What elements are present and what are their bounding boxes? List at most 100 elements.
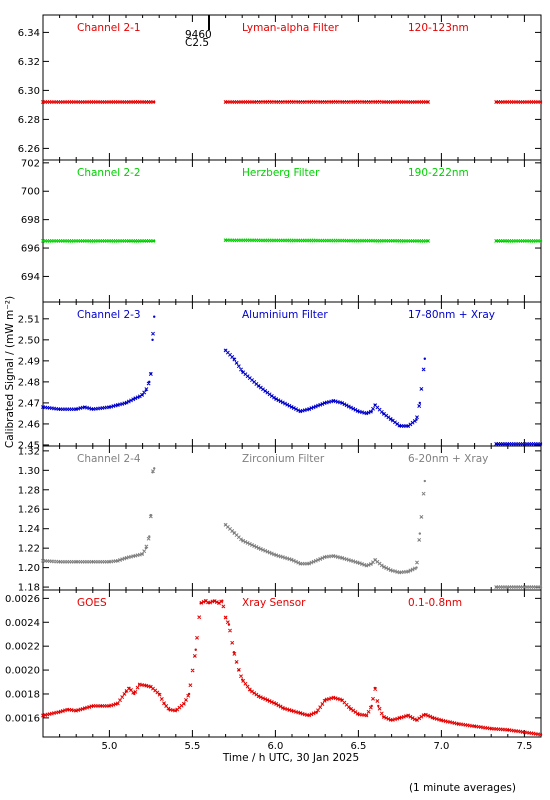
panel-5-data-point <box>128 686 131 690</box>
panel-4-data-point <box>124 556 128 560</box>
panel-3-data-point <box>151 338 154 342</box>
panel-1-series-segment-3 <box>494 100 543 104</box>
panel-4-data-point <box>224 523 227 527</box>
panel-3-data-point <box>423 357 426 360</box>
panel-3-data-point <box>324 401 327 405</box>
panel-4-data-point <box>149 513 153 517</box>
panel-1-label-3: 120-123nm <box>408 22 469 34</box>
panel-3-data-point <box>83 405 86 409</box>
panel-2-ytick-label: 700 <box>21 187 40 198</box>
panel-4-label-1: Channel 2-4 <box>77 453 141 465</box>
flare-label-id: 9460 <box>185 29 212 41</box>
x-tick-label: 7.5 <box>516 741 532 752</box>
panel-5-ytick-label: 0.0018 <box>5 689 40 700</box>
panel-3-label-3: 17-80nm + Xray <box>408 309 495 321</box>
panel-5-data-point <box>456 722 460 726</box>
panel-3-data-point <box>232 357 236 360</box>
panel-5-data-point <box>99 704 103 708</box>
panel-5-data-point <box>440 719 443 722</box>
panel-5-data-point <box>58 710 61 714</box>
panel-2-data-point <box>539 239 543 243</box>
panel-3-data-point <box>373 403 377 407</box>
panel-5-data-point <box>382 715 385 718</box>
panel-3-data-point <box>138 395 141 398</box>
panel-5-label-2: Xray Sensor <box>242 597 306 609</box>
panel-3-data-point <box>141 393 144 396</box>
panel-5-data-point <box>370 704 373 708</box>
panel-3-label-1: Channel 2-3 <box>77 309 141 321</box>
panel-4-data-point <box>398 571 402 574</box>
panel-3-data-point <box>299 410 302 413</box>
panel-4-series-segment-3 <box>494 585 543 590</box>
panel-3-series-segment-3 <box>494 441 543 446</box>
panel-5-data-point <box>473 725 476 728</box>
panel-4-data-point <box>494 585 498 589</box>
panel-3-data-point <box>390 418 393 421</box>
panel-2-ytick-label: 694 <box>21 272 40 283</box>
panel-5-data-point <box>398 716 402 720</box>
panel-1-ytick-label: 6.30 <box>18 86 40 97</box>
panel-3-data-point <box>75 408 78 411</box>
panel-3-data-point <box>149 372 153 375</box>
overlay-group: Calibrated Signal / (mW m⁻²) Time / h UT… <box>4 15 516 794</box>
panel-5-data-point <box>124 690 128 693</box>
panel-3-data-point <box>274 397 277 400</box>
flare-label-class: C2.5 <box>185 37 209 49</box>
panel-5-data-point <box>390 719 393 722</box>
x-axis-label: Time / h UTC, 30 Jan 2025 <box>222 752 359 764</box>
panel-3-ytick-label: 2.51 <box>18 314 40 325</box>
panel-2-series-segment-1 <box>41 238 155 243</box>
panel-1-label-1: Channel 2-1 <box>77 22 141 34</box>
panel-5-data-point <box>133 692 136 696</box>
panel-4-ytick-label: 1.30 <box>18 466 40 477</box>
panel-3-ytick-label: 2.49 <box>18 356 40 367</box>
panel-3-data-point <box>539 442 543 446</box>
x-tick-label: 5.0 <box>101 741 117 752</box>
panel-3-ytick-label: 2.46 <box>18 419 40 430</box>
panel-4-data-point <box>153 467 156 470</box>
panel-5-data-point <box>340 698 343 702</box>
panel-4-data-point <box>332 554 335 558</box>
panel-3-data-point <box>148 380 151 384</box>
panel-4-data-point <box>75 560 78 563</box>
panel-4-data-point <box>257 546 260 550</box>
panel-5-data-point <box>290 709 294 712</box>
panel-3-ytick-label: 2.50 <box>18 335 40 346</box>
panel-3-series-segment-2 <box>223 348 426 428</box>
panel-4-ytick-label: 1.32 <box>18 446 40 457</box>
panel-5-data-point <box>274 702 277 705</box>
panel-4-data-point <box>357 561 360 564</box>
panel-5-data-point <box>182 702 186 705</box>
panel-5-data-point <box>265 698 269 702</box>
panel-4-data-point <box>91 560 95 563</box>
panel-5-data-point <box>41 714 45 717</box>
panel-3-data-point <box>418 401 422 405</box>
panel-4-data-point <box>539 585 543 589</box>
panel-4-ytick-label: 1.20 <box>18 563 40 574</box>
panel-5-data-point <box>174 709 177 712</box>
panel-1-series-segment-1 <box>41 100 155 104</box>
panel-5-data-point <box>224 616 227 619</box>
panel-4-data-point <box>365 564 368 567</box>
panel-4-data-point <box>108 560 111 563</box>
panel-2-frame <box>42 159 542 303</box>
panel-5-data-point <box>194 648 197 651</box>
panel-1-ytick-label: 6.26 <box>18 144 40 155</box>
panel-3-data-point <box>407 424 410 428</box>
panel-2-label-3: 190-222nm <box>408 167 469 179</box>
y-axis-label: Calibrated Signal / (mW m⁻²) <box>4 296 16 448</box>
panel-3-ytick-label: 2.45 <box>18 440 40 451</box>
panel-2-data-point <box>224 239 227 242</box>
panel-4-data-point <box>232 531 236 534</box>
panel-4-ytick-label: 1.22 <box>18 544 40 555</box>
panel-5-data-point <box>116 702 119 705</box>
x-tick-label: 6.5 <box>350 741 366 752</box>
panel-5-data-point <box>149 685 153 689</box>
panel-4-series-segment-2 <box>223 491 426 575</box>
panel-3-data-point <box>224 349 227 352</box>
panel-4-frame <box>42 445 542 591</box>
panel-3-data-point <box>332 399 335 403</box>
panel-4-data-point <box>299 562 302 565</box>
panel-4-data-point <box>407 570 410 573</box>
